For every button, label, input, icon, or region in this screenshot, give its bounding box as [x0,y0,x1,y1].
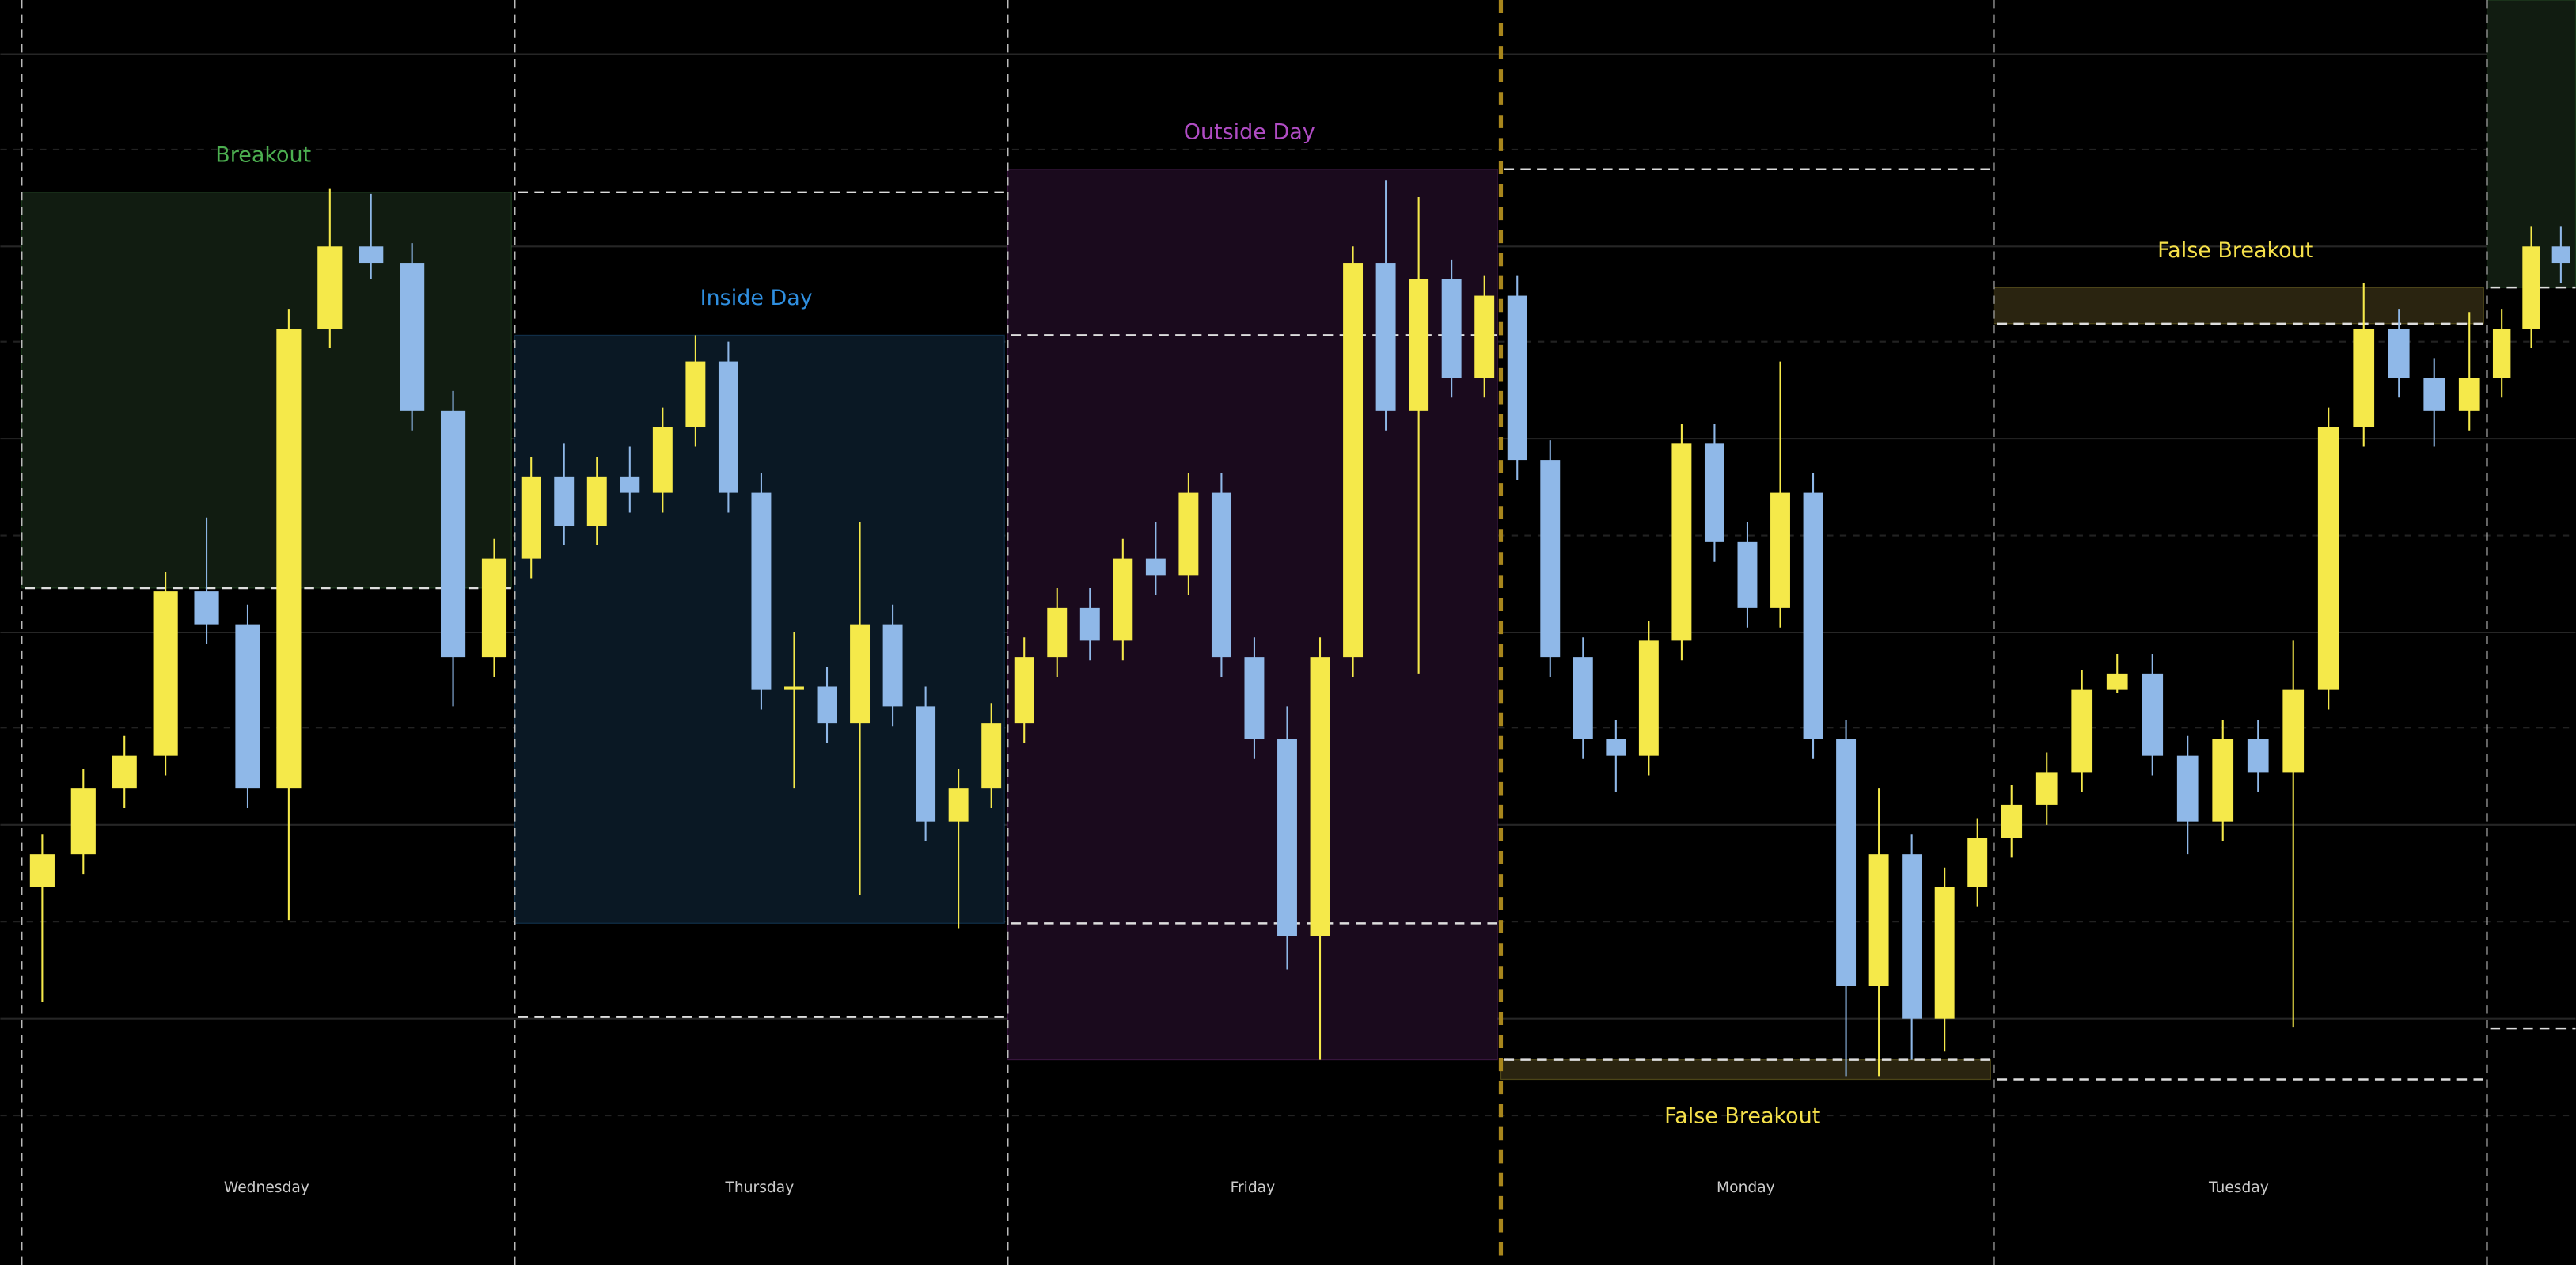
candle-body [2522,246,2540,329]
candle-body [1145,558,1166,576]
candle-body [1704,443,1724,542]
candle-body [1474,295,1495,378]
candle-body [1244,657,1265,739]
candle-body [521,476,541,559]
candle-body [948,788,969,822]
candle-body [1375,263,1396,411]
zone-label: False Breakout [1664,1104,1820,1129]
candle-body [2551,246,2570,264]
candle-body [2212,739,2234,822]
candle-body [2492,329,2511,378]
candle-body [652,427,673,493]
candle-body [2106,673,2128,690]
candle-body [70,788,96,855]
candle-body [2353,329,2375,427]
candle-body [586,476,607,526]
session-label: Wednesday [224,1180,309,1196]
candle-body [2142,673,2164,756]
candle-body [1343,263,1364,658]
candle-body [1079,607,1100,641]
candle-body [1441,279,1462,378]
candle-body [981,723,1002,789]
candle-body [2001,804,2023,838]
candle-body [1277,739,1297,936]
candle-body [1113,558,1133,641]
candle-body [29,854,55,887]
candle-body [235,624,260,789]
candle-body [850,624,871,724]
session-label: Monday [1717,1180,1775,1196]
candle-body [1803,492,1823,739]
candle-body [276,329,302,789]
candle-body [554,476,575,526]
candle-body [2317,427,2339,690]
candle-body [1573,657,1593,739]
candle-body [1211,492,1231,658]
candle-body [1507,295,1527,461]
candle-body [194,591,219,625]
zone-label: Outside Day [1184,120,1315,145]
candle-body [1934,887,1955,1019]
zone [1500,1058,1991,1081]
candle-body [400,263,425,411]
session-label: Thursday [724,1180,794,1196]
candle-body [1047,607,1068,658]
zone [1993,287,2484,325]
candle-body [620,476,640,493]
candle-body [1638,640,1659,756]
candle-body [1540,460,1561,658]
candle-body [1606,739,1626,756]
candle-body [817,686,837,724]
candle-body [916,706,936,822]
candle-body [2458,378,2480,411]
candle-body [2423,378,2445,411]
candle-body [1178,492,1199,576]
candle-body [1868,854,1889,986]
candle-body [1310,657,1330,936]
zone-label: False Breakout [2157,238,2313,263]
session-label: Tuesday [2208,1180,2269,1196]
zone-label: Breakout [215,143,311,168]
candle-body [2282,689,2305,773]
candle-body [1902,854,1922,1019]
candle-body [1014,657,1034,724]
candle-body [112,755,137,789]
session-label: Friday [1231,1180,1276,1196]
zone [21,192,512,589]
candle-body [317,246,343,329]
candle-body [1836,739,1857,986]
candle-body [359,246,384,264]
candle-body [882,624,903,707]
candle-body [1737,541,1758,608]
candle-body [2247,739,2269,773]
candle-body [718,361,738,493]
candle-body [153,591,178,756]
zone-label: Inside Day [700,286,813,310]
candle-body [481,558,507,658]
candle-body [440,410,466,658]
candle-body [1671,443,1692,641]
candle-body [1770,492,1790,608]
candle-body [751,492,772,690]
candle-body [2035,772,2058,805]
candle-body [685,361,706,427]
candle-body [2388,329,2410,378]
candle-body [2071,689,2093,773]
candle-body [1409,279,1429,411]
candle-body [1967,838,1988,887]
candle-body [784,686,804,690]
candle-body [2176,755,2199,822]
